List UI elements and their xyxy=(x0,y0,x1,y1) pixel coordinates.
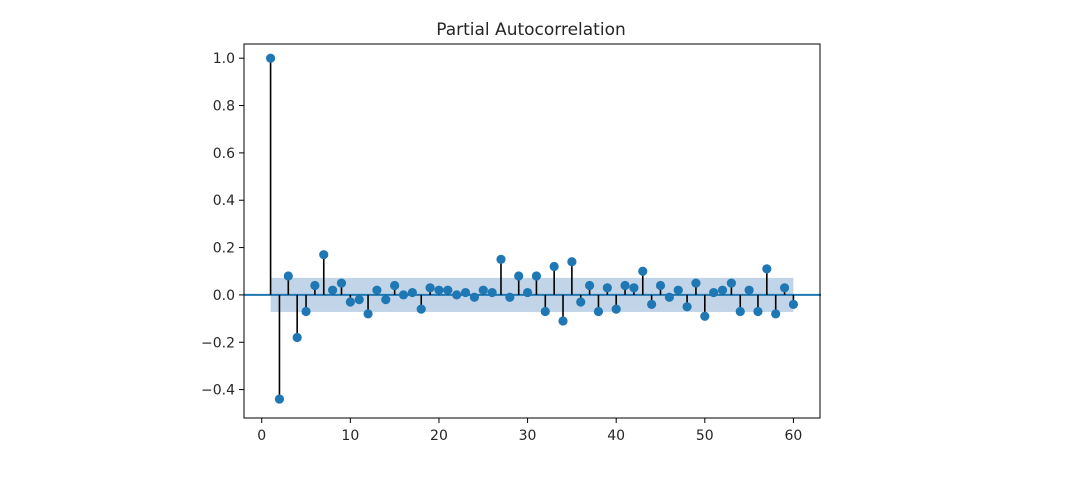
pacf-point xyxy=(717,285,728,295)
pacf-point xyxy=(567,257,577,267)
pacf-point xyxy=(487,287,497,298)
pacf-point xyxy=(744,285,754,295)
pacf-point xyxy=(310,280,320,291)
x-tick-label: 20 xyxy=(430,428,448,444)
pacf-point xyxy=(292,332,302,343)
pacf-point xyxy=(522,287,533,298)
pacf-point xyxy=(647,299,657,309)
pacf-point xyxy=(620,280,630,291)
pacf-point xyxy=(496,254,506,265)
x-tick-label: 10 xyxy=(341,428,359,444)
pacf-point xyxy=(514,271,524,281)
pacf-point xyxy=(682,302,692,312)
pacf-point xyxy=(398,290,409,300)
x-tick-label: 50 xyxy=(696,428,714,444)
y-tick-label: 0.0 xyxy=(213,288,235,304)
pacf-point xyxy=(700,311,710,321)
pacf-point xyxy=(691,278,701,288)
pacf-point xyxy=(709,287,719,298)
pacf-point xyxy=(416,304,426,314)
x-tick-label: 0 xyxy=(257,428,266,444)
pacf-point xyxy=(762,264,772,274)
pacf-point xyxy=(478,285,488,295)
pacf-point xyxy=(443,285,453,295)
pacf-point xyxy=(673,285,683,295)
pacf-point xyxy=(611,304,621,314)
pacf-point xyxy=(638,266,648,276)
pacf-point xyxy=(655,280,666,291)
pacf-point xyxy=(363,309,373,319)
pacf-point xyxy=(274,394,285,404)
pacf-point xyxy=(788,299,799,309)
pacf-point xyxy=(549,261,559,272)
pacf-point xyxy=(434,285,444,295)
pacf-point xyxy=(345,297,355,307)
pacf-point xyxy=(558,316,568,326)
x-tick-label: 60 xyxy=(785,428,803,444)
pacf-point xyxy=(505,292,515,302)
pacf-point xyxy=(593,306,604,317)
pacf-point xyxy=(336,278,347,288)
plot-area xyxy=(244,53,821,404)
pacf-point xyxy=(265,53,276,63)
pacf-point xyxy=(585,280,595,291)
y-tick-label: −0.4 xyxy=(201,383,235,399)
pacf-point xyxy=(452,290,462,300)
pacf-point xyxy=(664,292,674,302)
pacf-point xyxy=(540,306,550,317)
pacf-point xyxy=(328,285,338,295)
pacf-point xyxy=(779,283,790,293)
pacf-point xyxy=(735,306,745,317)
pacf-point xyxy=(390,280,400,291)
y-tick-label: 0.4 xyxy=(213,193,235,209)
y-tick-label: 1.0 xyxy=(213,51,235,67)
pacf-point xyxy=(576,297,586,307)
pacf-point xyxy=(354,295,364,305)
y-tick-label: 0.6 xyxy=(213,146,235,162)
pacf-point xyxy=(629,283,639,293)
pacf-point xyxy=(381,295,391,305)
axes-frame xyxy=(243,43,821,419)
pacf-point xyxy=(602,283,612,293)
pacf-point xyxy=(372,285,382,295)
pacf-point xyxy=(771,309,781,319)
pacf-point xyxy=(531,271,542,281)
pacf-point xyxy=(319,250,329,260)
x-tick-label: 30 xyxy=(519,428,537,444)
pacf-point xyxy=(469,292,479,302)
pacf-point xyxy=(283,271,293,281)
pacf-point xyxy=(726,278,736,288)
pacf-point xyxy=(753,306,763,317)
y-tick-label: −0.2 xyxy=(201,335,235,351)
pacf-point xyxy=(460,287,471,298)
axes: 0 10 20 30 40 50 60 −0.4 −0.2 0.0 0.2 0.4 0.6 0.8 1.0 xyxy=(201,43,821,444)
pacf-point xyxy=(407,287,417,298)
pacf-point xyxy=(301,306,311,317)
y-tick-label: 0.2 xyxy=(213,241,235,257)
chart-title: Partial Autocorrelation xyxy=(436,20,626,40)
y-tick-label: 0.8 xyxy=(213,99,235,115)
x-tick-label: 40 xyxy=(607,428,625,444)
pacf-point xyxy=(425,283,435,293)
